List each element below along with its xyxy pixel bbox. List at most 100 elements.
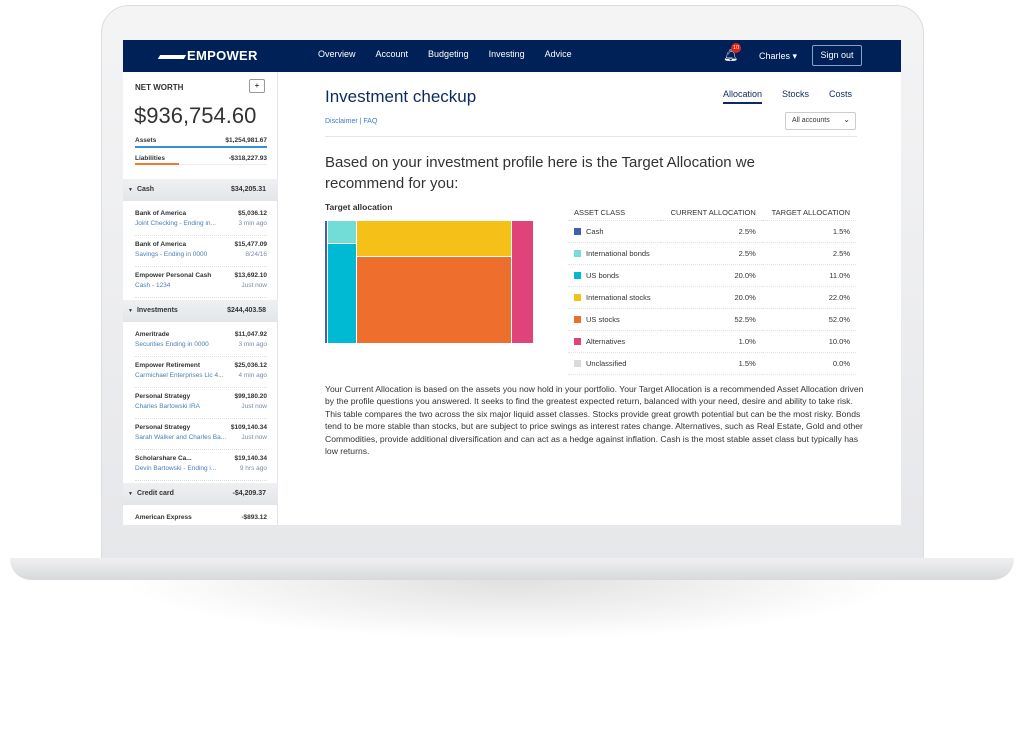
- current-allocation: 20.0%: [660, 264, 762, 287]
- account-item[interactable]: Scholarshare Ca... $19,140.34 Devin Bartow…: [135, 450, 267, 481]
- target-allocation: 0.0%: [761, 352, 856, 375]
- account-item[interactable]: American Express -$893.12: [135, 509, 267, 525]
- account-group-header[interactable]: ▼ Investments $244,403.58: [123, 300, 278, 322]
- tab-costs[interactable]: Costs: [829, 89, 853, 99]
- account-item[interactable]: Empower Personal Cash $13,692.10 Cash - 12…: [135, 267, 267, 298]
- account-item[interactable]: Ameritrade $11,047.92 Securities Ending in…: [135, 326, 267, 357]
- sign-out-button[interactable]: Sign out: [812, 45, 862, 66]
- account-value: $109,140.34: [230, 424, 267, 431]
- account-item[interactable]: Personal Strategy $109,140.34 Sarah Walker…: [135, 419, 267, 450]
- account-updated: 4 min ago: [238, 372, 267, 379]
- allocation-row: International stocks 20.0% 22.0%: [568, 286, 856, 309]
- current-allocation: 1.0%: [660, 330, 762, 353]
- account-name: Bank of America: [135, 210, 187, 217]
- group-total: $244,403.58: [227, 307, 266, 314]
- account-filter-select[interactable]: All accounts ⌄: [785, 112, 856, 130]
- allocation-row: US bonds 20.0% 11.0%: [568, 264, 856, 287]
- group-total: $34,205.31: [230, 186, 266, 193]
- nav-account[interactable]: Account: [375, 49, 409, 59]
- color-swatch: [574, 338, 581, 345]
- account-subtitle: Devin Bartowski - Ending i...: [135, 465, 217, 472]
- target-allocation: 2.5%: [761, 242, 856, 265]
- col-asset-class: ASSET CLASS: [568, 206, 661, 221]
- add-account-button[interactable]: +: [249, 79, 265, 93]
- target-allocation: 1.5%: [761, 220, 856, 243]
- nav-investing[interactable]: Investing: [488, 49, 525, 59]
- treemap-block-alternatives[interactable]: [510, 220, 534, 344]
- nav-overview[interactable]: Overview: [318, 49, 356, 59]
- account-subtitle: Cash - 1234: [135, 282, 171, 289]
- caret-down-icon: ▼: [128, 187, 133, 193]
- account-item[interactable]: Bank of America $15,477.09 Savings - Endin…: [135, 236, 267, 267]
- account-name: Personal Strategy: [135, 393, 191, 400]
- group-name: Credit card: [136, 490, 174, 497]
- recommendation-headline: Based on your investment profile here is…: [325, 154, 755, 192]
- user-menu[interactable]: Charles ▾: [759, 51, 798, 61]
- laptop-shadow: [120, 580, 904, 640]
- color-swatch: [574, 360, 581, 367]
- disclaimer-link[interactable]: Disclaimer: [325, 118, 358, 125]
- account-updated: 3 min ago: [238, 220, 267, 227]
- treemap-block-international-stocks[interactable]: [355, 219, 513, 259]
- tab-stocks[interactable]: Stocks: [782, 89, 810, 99]
- account-subtitle: Securities Ending in 0000: [135, 341, 209, 348]
- asset-class: Alternatives: [586, 337, 626, 346]
- treemap-block-us-bonds[interactable]: [327, 242, 358, 344]
- account-value: $25,036.12: [234, 362, 267, 369]
- target-allocation: 11.0%: [761, 264, 856, 287]
- account-name: Empower Personal Cash: [135, 272, 212, 279]
- top-nav: EMPOWER Overview Account Budgeting Inves…: [123, 40, 901, 72]
- faq-link[interactable]: FAQ: [363, 118, 378, 125]
- net-worth-value: $936,754.60: [134, 103, 257, 128]
- nav-advice[interactable]: Advice: [544, 49, 572, 59]
- account-subtitle: Carmichael Enterprises Llc 4...: [135, 372, 224, 379]
- account-name: American Express: [135, 514, 192, 521]
- account-name: Bank of America: [135, 241, 187, 248]
- account-subtitle: Charles Bartowski IRA: [135, 403, 201, 410]
- page-title: Investment checkup: [325, 87, 477, 106]
- account-subtitle: Savings - Ending in 0000: [135, 251, 208, 258]
- account-item[interactable]: Bank of America $5,036.12 Joint Checking -…: [135, 205, 267, 236]
- allocation-row: Unclassified 1.5% 0.0%: [568, 352, 856, 375]
- laptop-base: [10, 558, 1014, 580]
- allocation-row: International bonds 2.5% 2.5%: [568, 242, 856, 265]
- account-subtitle: Sarah Walker and Charles Ba...: [135, 434, 227, 441]
- account-subtitle: Joint Checking - Ending in...: [135, 220, 216, 227]
- sidebar: NET WORTH + $936,754.60 Assets $1,254,981…: [123, 72, 278, 525]
- target-allocation-label: Target allocation: [325, 202, 393, 212]
- liabilities-row[interactable]: Liabilities -$318,227.93: [135, 155, 267, 165]
- col-target: TARGET ALLOCATION: [761, 206, 856, 221]
- account-updated: 3 min ago: [238, 341, 267, 348]
- account-name: Empower Retirement: [135, 362, 201, 369]
- account-item[interactable]: Personal Strategy $99,180.20 Charles Barto…: [135, 388, 267, 419]
- account-updated: Just now: [241, 434, 267, 441]
- allocation-explanation: Your Current Allocation is based on the …: [325, 384, 864, 457]
- account-updated: 9 hrs ago: [239, 465, 267, 472]
- account-group-header[interactable]: ▼ Credit card -$4,209.37: [123, 483, 278, 505]
- treemap-block-cash[interactable]: [323, 220, 330, 344]
- group-total: -$4,209.37: [232, 490, 266, 497]
- account-updated: Just now: [241, 403, 267, 410]
- target-allocation-treemap: [323, 219, 534, 344]
- allocation-row: Cash 2.5% 1.5%: [568, 220, 856, 243]
- nav-budgeting[interactable]: Budgeting: [428, 49, 469, 59]
- tab-allocation[interactable]: Allocation: [723, 89, 763, 104]
- target-allocation: 52.0%: [761, 308, 856, 331]
- account-name: Personal Strategy: [135, 424, 191, 431]
- account-value: $15,477.09: [234, 241, 267, 248]
- assets-row[interactable]: Assets $1,254,981.67: [135, 137, 267, 148]
- caret-down-icon: ▼: [128, 308, 133, 314]
- asset-class: Unclassified: [586, 359, 627, 368]
- account-name: Ameritrade: [135, 331, 170, 338]
- target-allocation: 22.0%: [761, 286, 856, 309]
- treemap-block-international-bonds[interactable]: [327, 220, 358, 245]
- account-item[interactable]: Empower Retirement $25,036.12 Carmichael E…: [135, 357, 267, 388]
- treemap-block-us-stocks[interactable]: [355, 256, 513, 344]
- empower-logo[interactable]: EMPOWER: [157, 48, 258, 63]
- account-group-header[interactable]: ▼ Cash $34,205.31: [123, 179, 278, 201]
- color-swatch: [574, 272, 581, 279]
- caret-down-icon: ▼: [128, 491, 133, 497]
- account-value: $19,140.34: [234, 455, 267, 462]
- allocation-row: Alternatives 1.0% 10.0%: [568, 330, 856, 353]
- account-value: $11,047.92: [234, 331, 267, 338]
